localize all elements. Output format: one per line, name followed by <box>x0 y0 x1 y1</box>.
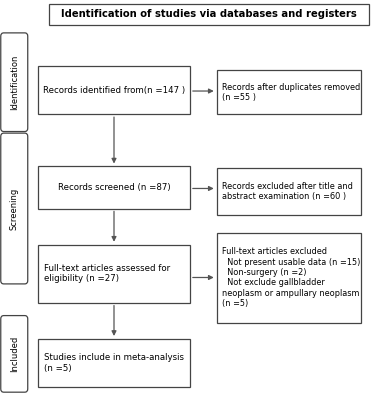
FancyBboxPatch shape <box>49 4 369 25</box>
FancyBboxPatch shape <box>1 33 28 132</box>
Text: Included: Included <box>10 336 19 372</box>
Text: Records after duplicates removed
(n =55 ): Records after duplicates removed (n =55 … <box>222 83 361 102</box>
Text: Identification of studies via databases and registers: Identification of studies via databases … <box>61 10 357 19</box>
Text: Records identified from(n =147 ): Records identified from(n =147 ) <box>43 86 185 95</box>
FancyBboxPatch shape <box>1 316 28 392</box>
FancyBboxPatch shape <box>217 168 361 215</box>
Text: Records excluded after title and
abstract examination (n =60 ): Records excluded after title and abstrac… <box>222 182 353 201</box>
FancyBboxPatch shape <box>38 66 190 114</box>
Text: Full-text articles assessed for
eligibility (n =27): Full-text articles assessed for eligibil… <box>44 264 170 284</box>
Text: Screening: Screening <box>10 187 19 230</box>
FancyBboxPatch shape <box>217 233 361 323</box>
FancyBboxPatch shape <box>38 245 190 303</box>
Text: Studies include in meta-analysis
(n =5): Studies include in meta-analysis (n =5) <box>44 353 184 373</box>
Text: Identification: Identification <box>10 55 19 110</box>
Text: Full-text articles excluded
  Not present usable data (n =15)
  Non-surgery (n =: Full-text articles excluded Not present … <box>222 247 361 308</box>
FancyBboxPatch shape <box>38 166 190 209</box>
FancyBboxPatch shape <box>217 70 361 114</box>
FancyBboxPatch shape <box>1 133 28 284</box>
FancyBboxPatch shape <box>38 339 190 387</box>
Text: Records screened (n =87): Records screened (n =87) <box>58 183 170 192</box>
